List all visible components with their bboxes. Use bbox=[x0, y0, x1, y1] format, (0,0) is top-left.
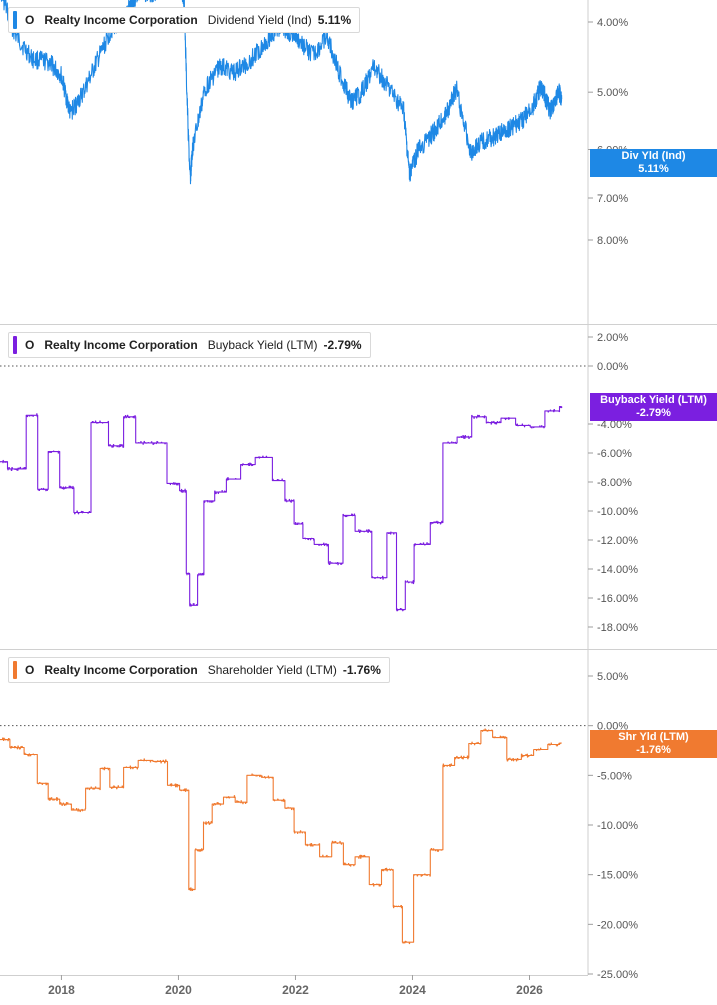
series-line-middle bbox=[0, 405, 563, 612]
legend-swatch bbox=[13, 336, 17, 354]
y-tick-label: -10.00% bbox=[597, 820, 638, 832]
series-line-bottom bbox=[0, 728, 562, 945]
value-badge-bottom: Shr Yld (LTM) -1.76% bbox=[590, 730, 717, 758]
x-tick-label: 2024 bbox=[399, 983, 426, 997]
y-tick-label: 2.00% bbox=[597, 332, 628, 344]
x-tick-label: 2026 bbox=[516, 983, 543, 997]
y-tick-label: -15.00% bbox=[597, 870, 638, 882]
legend-bottom[interactable]: O Realty Income Corporation Shareholder Yi… bbox=[8, 657, 390, 683]
legend-top[interactable]: O Realty Income Corporation Dividend Yield… bbox=[8, 7, 361, 33]
y-tick-label: -6.00% bbox=[597, 448, 632, 460]
y-tick-label: -14.00% bbox=[597, 564, 638, 576]
badge-label: Shr Yld (LTM) bbox=[618, 731, 689, 743]
legend-metric: Shareholder Yield (LTM) bbox=[207, 663, 337, 677]
legend-company: Realty Income Corporation bbox=[44, 13, 198, 27]
x-tick-label: 2022 bbox=[282, 983, 309, 997]
series-line-top bbox=[0, 0, 563, 185]
legend-metric: Buyback Yield (LTM) bbox=[207, 338, 318, 352]
badge-value: -2.79% bbox=[636, 407, 671, 419]
legend-ticker: O bbox=[25, 13, 35, 27]
y-tick-label: -5.00% bbox=[597, 770, 632, 782]
y-tick-label: -18.00% bbox=[597, 622, 638, 634]
legend-company: Realty Income Corporation bbox=[44, 338, 198, 352]
badge-label: Div Yld (Ind) bbox=[621, 150, 686, 162]
legend-ticker: O bbox=[25, 663, 35, 677]
value-badge-middle: Buyback Yield (LTM) -2.79% bbox=[590, 393, 717, 421]
y-tick-label: 0.00% bbox=[597, 361, 628, 373]
y-tick-label: 0.00% bbox=[597, 721, 628, 733]
y-tick-label: -16.00% bbox=[597, 593, 638, 605]
value-badge-top: Div Yld (Ind) 5.11% bbox=[590, 149, 717, 177]
legend-value: -1.76% bbox=[342, 663, 381, 677]
legend-swatch bbox=[13, 11, 17, 29]
y-tick-label: 5.00% bbox=[597, 87, 628, 99]
x-tick-label: 2018 bbox=[48, 983, 75, 997]
legend-value: 5.11% bbox=[317, 13, 352, 27]
badge-value: -1.76% bbox=[636, 744, 671, 756]
y-tick-label: -8.00% bbox=[597, 477, 632, 489]
y-tick-label: 7.00% bbox=[597, 193, 628, 205]
y-tick-label: 5.00% bbox=[597, 671, 628, 683]
y-tick-label: -20.00% bbox=[597, 919, 638, 931]
legend-value: -2.79% bbox=[323, 338, 362, 352]
legend-middle[interactable]: O Realty Income Corporation Buyback Yield … bbox=[8, 332, 371, 358]
y-tick-label: -10.00% bbox=[597, 506, 638, 518]
legend-metric: Dividend Yield (Ind) bbox=[207, 13, 312, 27]
badge-value: 5.11% bbox=[638, 163, 669, 175]
legend-company: Realty Income Corporation bbox=[44, 663, 198, 677]
y-tick-label: 8.00% bbox=[597, 235, 628, 247]
y-tick-label: -4.00% bbox=[597, 419, 632, 431]
y-tick-label: 4.00% bbox=[597, 17, 628, 29]
y-tick-label: -12.00% bbox=[597, 535, 638, 547]
legend-swatch bbox=[13, 661, 17, 679]
x-tick-label: 2020 bbox=[165, 983, 192, 997]
legend-ticker: O bbox=[25, 338, 35, 352]
badge-label: Buyback Yield (LTM) bbox=[600, 394, 707, 406]
y-tick-label: -25.00% bbox=[597, 969, 638, 981]
